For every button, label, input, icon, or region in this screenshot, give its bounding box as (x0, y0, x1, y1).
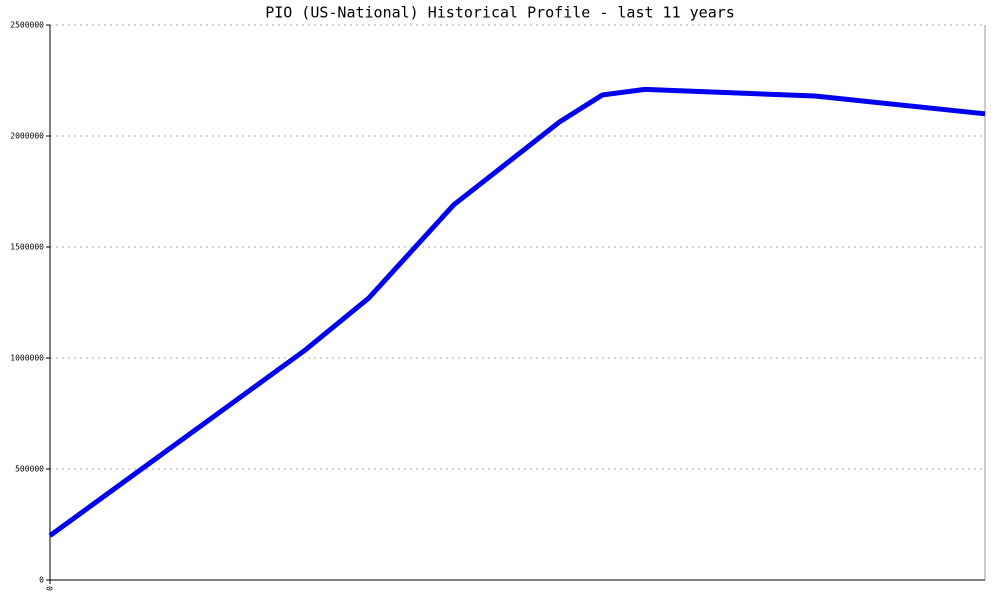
y-tick-label: 1000000 (10, 354, 44, 363)
x-tick-label: 0 (46, 586, 55, 591)
y-tick-label: 2000000 (10, 132, 44, 141)
y-tick-label: 0 (39, 576, 44, 585)
y-tick-label: 2500000 (10, 21, 44, 30)
chart-title: PIO (US-National) Historical Profile - l… (265, 4, 735, 22)
data-line (48, 86, 986, 538)
y-tick-label: 500000 (15, 465, 44, 474)
y-tick-label: 1500000 (10, 243, 44, 252)
